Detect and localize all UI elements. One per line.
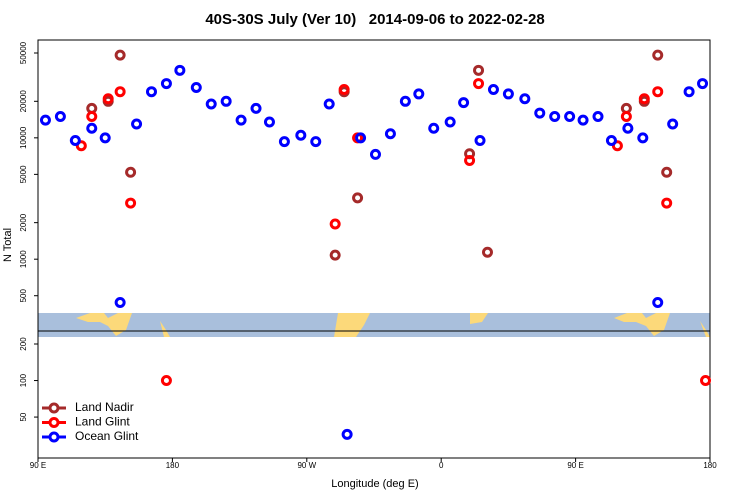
legend-label: Ocean Glint xyxy=(75,429,139,443)
point xyxy=(474,135,486,147)
legend-label: Land Nadir xyxy=(75,400,134,414)
y-tick-label: 10000 xyxy=(19,126,28,149)
point xyxy=(131,118,143,130)
point xyxy=(577,114,589,126)
point xyxy=(174,64,186,76)
point xyxy=(384,128,396,140)
point xyxy=(487,84,499,96)
point xyxy=(622,122,634,134)
map-strip xyxy=(38,313,710,337)
point xyxy=(235,114,247,126)
point xyxy=(160,375,172,387)
point xyxy=(75,140,87,152)
x-tick-label: 180 xyxy=(166,461,180,470)
x-axis-label: Longitude (deg E) xyxy=(331,478,418,490)
point xyxy=(534,107,546,119)
point xyxy=(652,49,664,61)
point xyxy=(667,118,679,130)
legend-marker xyxy=(48,417,60,428)
point xyxy=(700,375,712,387)
y-tick-label: 20000 xyxy=(19,90,28,113)
point xyxy=(205,98,217,110)
point xyxy=(102,93,114,105)
point xyxy=(114,86,126,98)
point xyxy=(611,140,623,152)
x-tick-label: 90 E xyxy=(567,461,583,470)
point xyxy=(190,81,202,93)
y-axis-label: N Total xyxy=(2,228,14,262)
point xyxy=(329,249,341,261)
point xyxy=(458,97,470,109)
point xyxy=(661,197,673,209)
point xyxy=(114,296,126,308)
legend-label: Land Glint xyxy=(75,415,130,429)
y-tick-label: 100 xyxy=(19,373,28,387)
point xyxy=(519,93,531,105)
point xyxy=(338,84,350,96)
point xyxy=(125,166,137,178)
point xyxy=(399,95,411,107)
point xyxy=(39,114,51,126)
y-tick-label: 50 xyxy=(19,412,28,421)
point xyxy=(637,132,649,144)
point xyxy=(697,78,709,90)
point xyxy=(464,155,476,167)
point xyxy=(652,296,664,308)
legend-marker xyxy=(48,431,60,443)
point xyxy=(310,136,322,148)
point xyxy=(69,135,81,147)
y-tick-label: 5000 xyxy=(19,165,28,183)
point xyxy=(352,192,364,204)
point xyxy=(250,102,262,114)
y-tick-label: 1000 xyxy=(19,250,28,268)
x-tick-label: 0 xyxy=(439,461,444,470)
point xyxy=(564,110,576,122)
chart-title: 40S-30S July (Ver 10) 2014-09-06 to 2022… xyxy=(205,11,544,28)
point xyxy=(683,86,695,98)
point xyxy=(145,86,157,98)
point xyxy=(592,110,604,122)
point xyxy=(428,122,440,134)
point xyxy=(605,135,617,147)
legend-marker xyxy=(48,402,60,414)
x-tick-label: 90 W xyxy=(297,461,316,470)
point xyxy=(638,93,650,105)
point xyxy=(369,148,381,160)
y-tick-label: 50000 xyxy=(19,41,28,64)
point xyxy=(86,122,98,134)
plot-frame xyxy=(37,39,711,459)
point xyxy=(329,218,341,230)
point xyxy=(413,88,425,100)
point xyxy=(549,110,561,122)
point xyxy=(278,136,290,148)
point xyxy=(86,110,98,122)
point xyxy=(263,116,275,128)
point xyxy=(54,110,66,122)
point xyxy=(220,95,232,107)
point xyxy=(160,78,172,90)
point xyxy=(502,88,514,100)
point xyxy=(652,86,664,98)
point xyxy=(295,129,307,141)
point xyxy=(99,132,111,144)
point xyxy=(661,166,673,178)
point xyxy=(444,116,456,128)
point xyxy=(125,197,137,209)
y-tick-label: 2000 xyxy=(19,213,28,231)
point xyxy=(481,246,493,258)
point xyxy=(473,78,485,90)
point xyxy=(620,110,632,122)
point xyxy=(114,49,126,61)
point xyxy=(355,132,367,144)
x-tick-label: 90 E xyxy=(30,461,46,470)
point xyxy=(323,98,335,110)
y-tick-label: 500 xyxy=(19,289,28,303)
point xyxy=(473,64,485,76)
x-tick-label: 180 xyxy=(703,461,717,470)
y-tick-label: 200 xyxy=(19,337,28,351)
point xyxy=(341,428,353,440)
